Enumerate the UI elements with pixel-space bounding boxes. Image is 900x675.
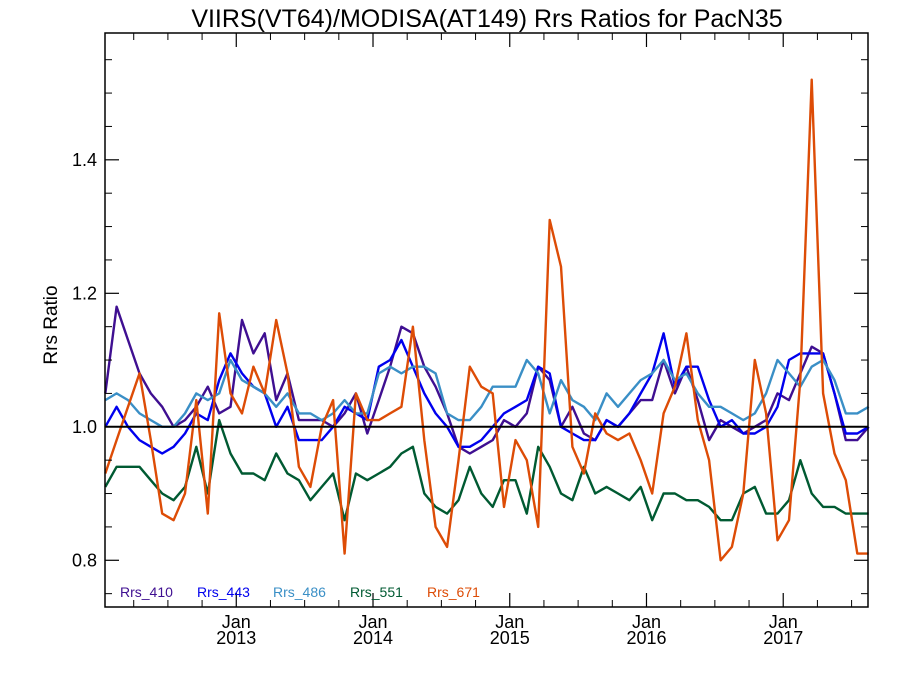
legend-entry-rrs-551: Rrs_551 <box>350 584 403 600</box>
y-tick-label: 1.4 <box>72 150 97 170</box>
chart-title: VIIRS(VT64)/MODISA(AT149) Rrs Ratios for… <box>191 5 782 33</box>
y-tick-label: 1.2 <box>72 283 97 303</box>
plot-frame <box>104 32 869 608</box>
series-line-rrs-443 <box>104 332 870 455</box>
series-line-rrs-671 <box>104 78 869 562</box>
x-tick-label-year: 2017 <box>763 628 803 648</box>
axes-layer: 0.81.01.21.4Jan2013Jan2014Jan2015Jan2016… <box>72 33 868 648</box>
legend-entry-rrs-410: Rrs_410 <box>120 584 173 600</box>
x-tick-label-year: 2013 <box>216 628 256 648</box>
series-layer <box>104 78 870 562</box>
x-tick-label-month: Jan <box>769 612 798 632</box>
legend-entry-rrs-443: Rrs_443 <box>197 584 250 600</box>
series-line-rrs-486 <box>104 358 870 428</box>
legend: Rrs_410 Rrs_443 Rrs_486 Rrs_551 Rrs_671 <box>120 584 480 600</box>
x-tick-label-year: 2015 <box>490 628 530 648</box>
x-tick-label-month: Jan <box>222 612 251 632</box>
y-axis-label: Rrs Ratio <box>41 285 62 364</box>
legend-entry-rrs-671: Rrs_671 <box>427 584 480 600</box>
y-tick-label: 0.8 <box>72 550 97 570</box>
x-tick-label-year: 2014 <box>353 628 393 648</box>
legend-entry-rrs-486: Rrs_486 <box>273 584 326 600</box>
x-tick-label-year: 2016 <box>626 628 666 648</box>
y-tick-label: 1.0 <box>72 417 97 437</box>
x-tick-label-month: Jan <box>632 612 661 632</box>
x-tick-label-month: Jan <box>358 612 387 632</box>
x-tick-label-month: Jan <box>495 612 524 632</box>
